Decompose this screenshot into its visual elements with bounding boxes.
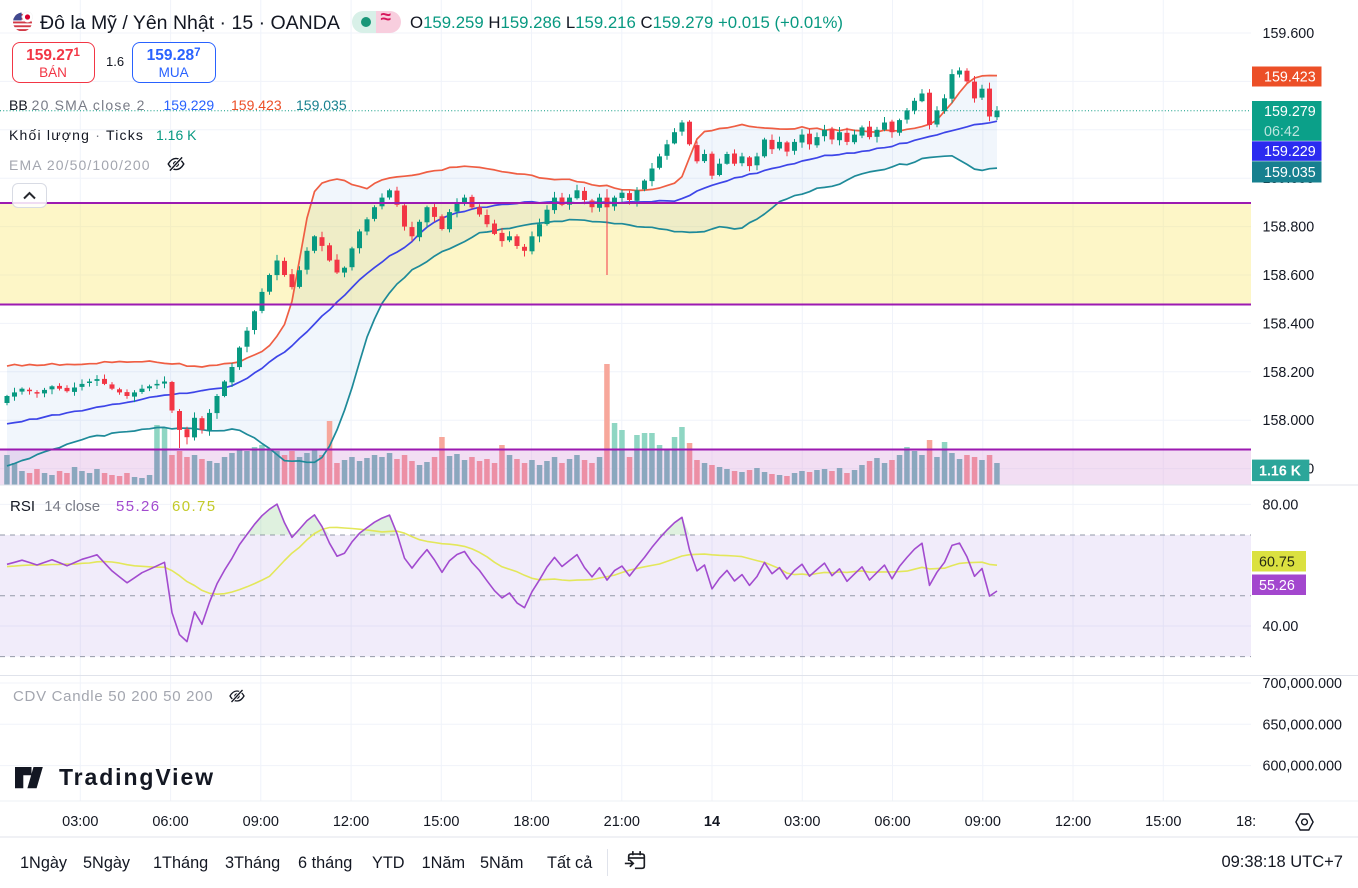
svg-text:15:00: 15:00	[1145, 814, 1181, 830]
svg-text:158.800: 158.800	[1263, 220, 1315, 236]
svg-text:650,000.000: 650,000.000	[1263, 717, 1343, 733]
svg-text:158.000: 158.000	[1263, 413, 1315, 429]
svg-text:1.16 K: 1.16 K	[1259, 463, 1302, 479]
svg-text:159.279: 159.279	[1264, 104, 1316, 120]
svg-text:159.423: 159.423	[1264, 70, 1316, 86]
svg-text:158.400: 158.400	[1263, 316, 1315, 332]
svg-text:03:00: 03:00	[62, 814, 98, 830]
svg-text:159.600: 159.600	[1263, 26, 1315, 42]
svg-text:06:00: 06:00	[874, 814, 910, 830]
svg-text:14: 14	[704, 814, 720, 830]
svg-text:06:00: 06:00	[152, 814, 188, 830]
svg-text:06:42: 06:42	[1264, 124, 1300, 140]
svg-text:18:: 18:	[1236, 814, 1256, 830]
svg-text:09:00: 09:00	[243, 814, 279, 830]
svg-text:40.00: 40.00	[1263, 619, 1299, 635]
svg-text:700,000.000: 700,000.000	[1263, 676, 1343, 692]
svg-text:159.035: 159.035	[1264, 165, 1316, 181]
svg-text:55.26: 55.26	[1259, 578, 1295, 594]
svg-text:60.75: 60.75	[1259, 554, 1295, 570]
svg-text:21:00: 21:00	[604, 814, 640, 830]
svg-text:158.200: 158.200	[1263, 365, 1315, 381]
svg-text:600,000.000: 600,000.000	[1263, 759, 1343, 775]
svg-text:12:00: 12:00	[333, 814, 369, 830]
svg-text:03:00: 03:00	[784, 814, 820, 830]
svg-text:TradingView: TradingView	[59, 766, 214, 790]
svg-text:12:00: 12:00	[1055, 814, 1091, 830]
svg-text:09:00: 09:00	[965, 814, 1001, 830]
svg-text:80.00: 80.00	[1263, 497, 1299, 513]
svg-text:158.600: 158.600	[1263, 268, 1315, 284]
svg-text:15:00: 15:00	[423, 814, 459, 830]
svg-text:18:00: 18:00	[513, 814, 549, 830]
svg-text:159.229: 159.229	[1264, 144, 1316, 160]
